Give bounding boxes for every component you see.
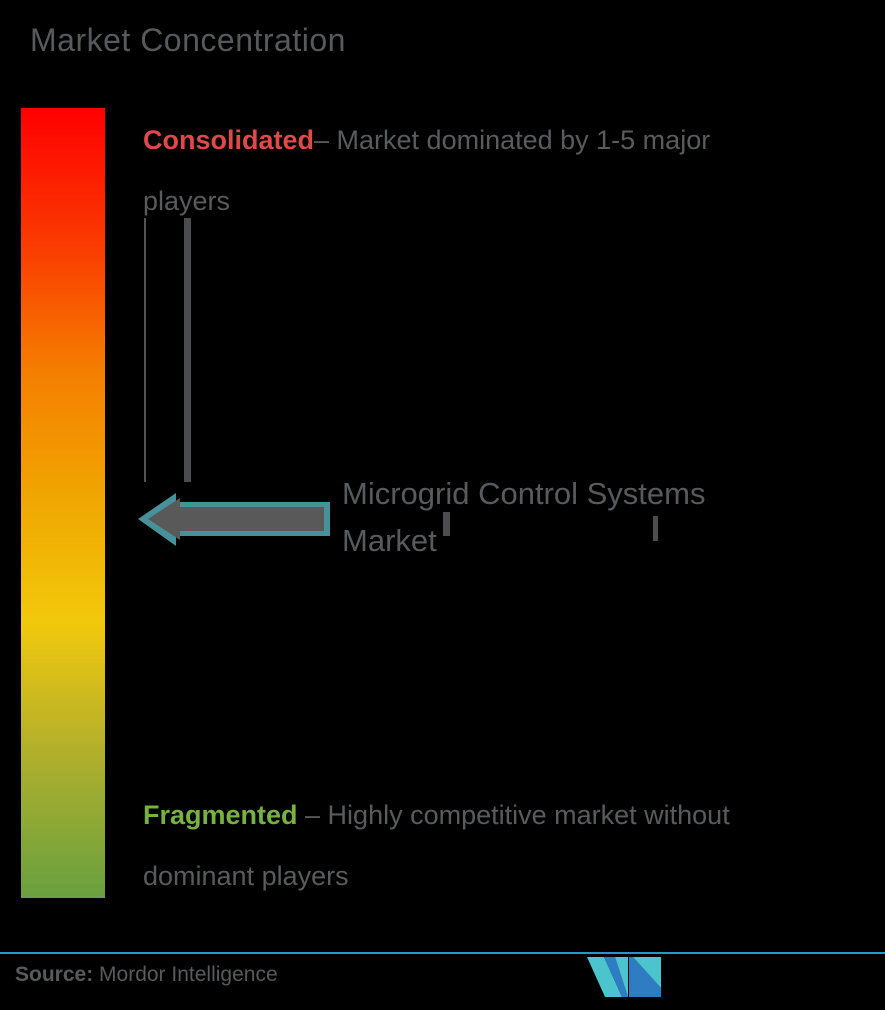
market-label-line-2: Market [342,523,437,558]
logo-shape-teal-right [633,957,661,988]
consolidated-term: Consolidated [143,125,315,155]
fragmented-line-1: Fragmented – Highly competitive market w… [143,785,843,846]
fragmented-text: – Highly competitive market without [297,800,730,830]
fragmented-description: Fragmented – Highly competitive market w… [143,785,843,907]
market-label-line-1: Microgrid Control Systems [342,476,706,511]
consolidated-line-1: Consolidated– Market dominated by 1-5 ma… [143,110,843,171]
fragmented-text-wrap: dominant players [143,861,349,891]
page-title: Market Concentration [30,22,346,58]
source-name: Mordor Intelligence [99,963,278,986]
fragmented-term: Fragmented [143,800,298,830]
tick-mark-1 [443,512,450,536]
concentration-gradient-scale [21,108,105,898]
logo-shape-teal-middle [615,957,628,997]
market-label: Microgrid Control Systems Market [342,470,705,564]
left-arrow-indicator [138,493,330,546]
logo-shape-teal-left [587,957,622,997]
consolidated-description: Consolidated– Market dominated by 1-5 ma… [143,110,843,232]
source-attribution: Source: Mordor Intelligence [15,963,278,987]
fragmented-line-2: dominant players [143,846,843,907]
consolidated-text-wrap: players [143,186,231,216]
mordor-intelligence-logo [587,957,661,997]
footer-divider [0,952,885,954]
consolidated-text: – Market dominated by 1-5 major [314,125,711,155]
consolidated-line-2: players [143,171,843,232]
tick-mark-2 [653,516,658,541]
source-label: Source: [15,963,94,986]
logo-shape-blue-right [629,957,661,997]
leader-line-thin [144,218,146,482]
logo-shape-blue-left [604,957,628,997]
leader-line-thick [184,218,191,482]
left-arrow-body-shape [148,498,324,540]
